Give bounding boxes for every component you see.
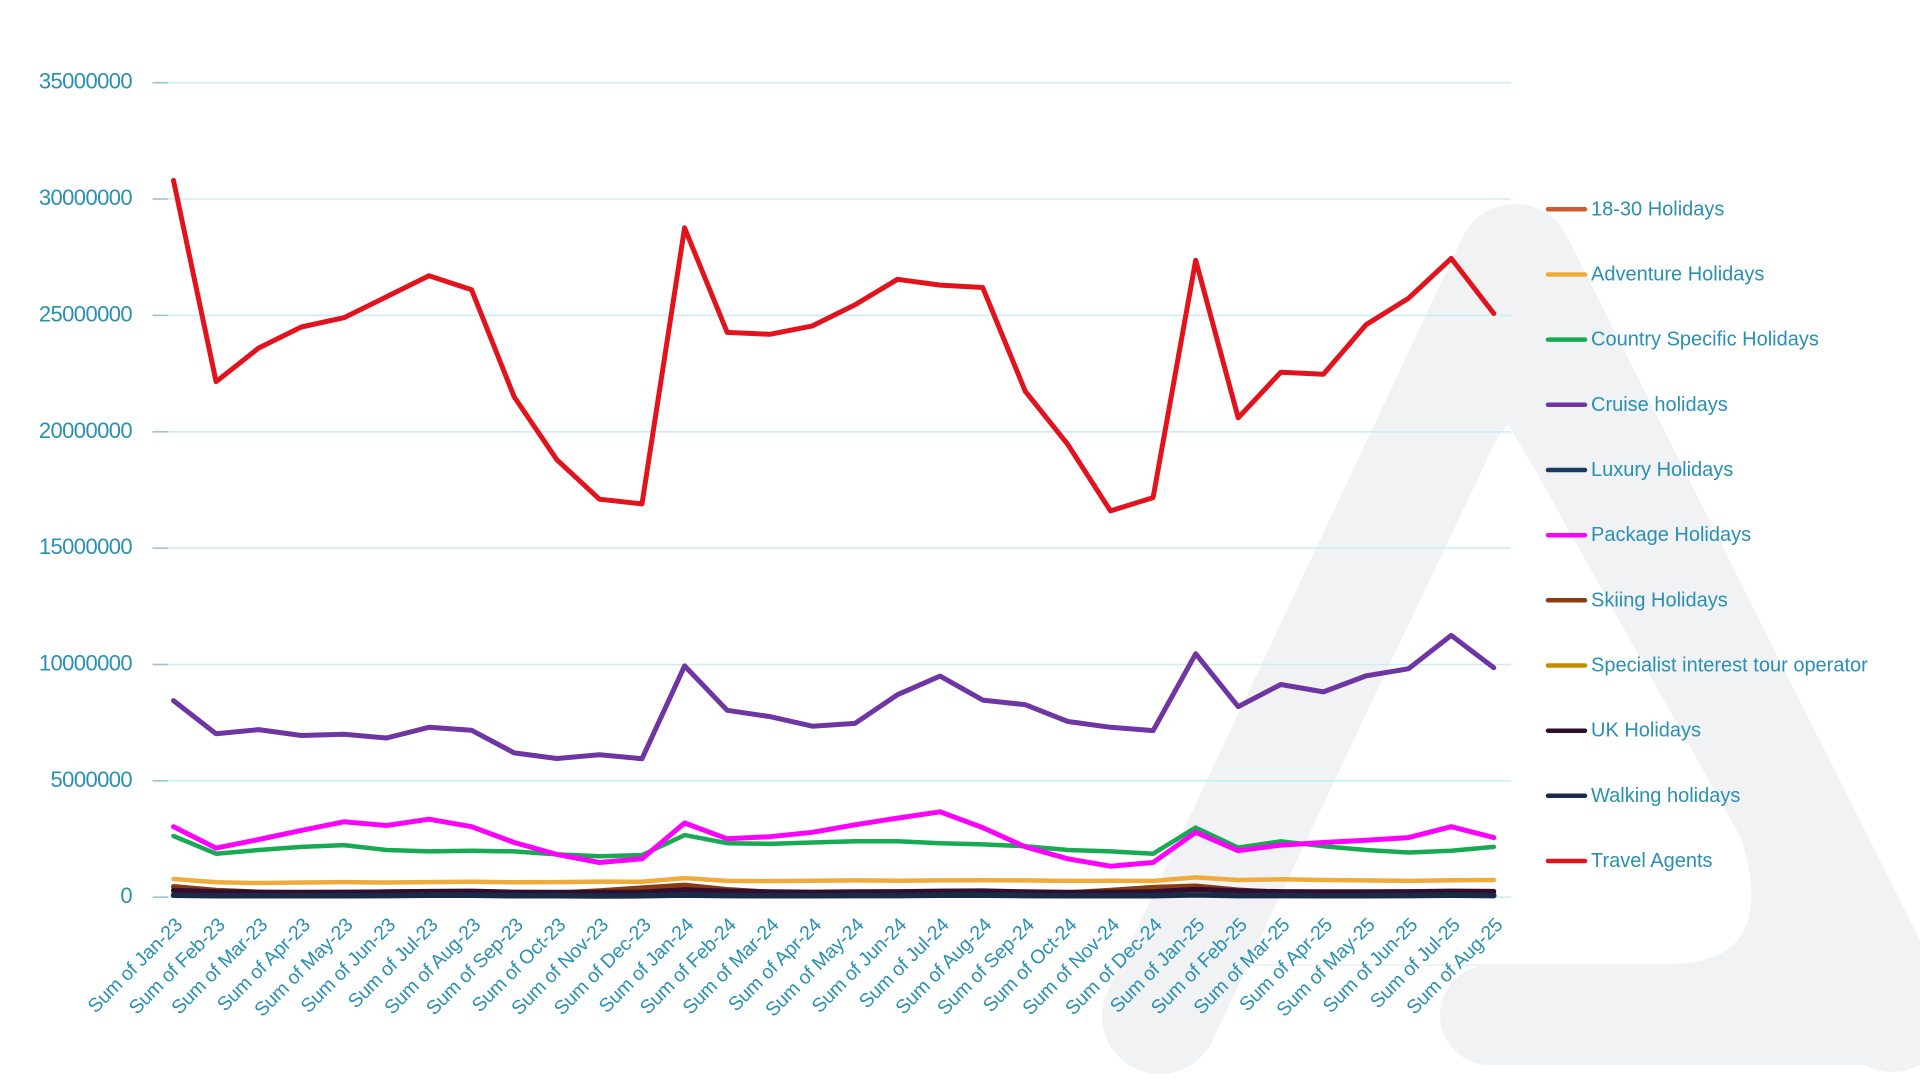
svg-text:0: 0 bbox=[120, 883, 132, 908]
svg-text:Specialist interest tour opera: Specialist interest tour operator bbox=[1591, 655, 1868, 677]
svg-text:35000000: 35000000 bbox=[39, 69, 132, 94]
svg-text:Cruise holidays: Cruise holidays bbox=[1591, 394, 1728, 416]
svg-text:Luxury Holidays: Luxury Holidays bbox=[1591, 459, 1733, 481]
svg-text:15000000: 15000000 bbox=[39, 534, 132, 559]
svg-text:5000000: 5000000 bbox=[51, 767, 133, 792]
svg-text:UK Holidays: UK Holidays bbox=[1591, 720, 1701, 742]
svg-text:10000000: 10000000 bbox=[39, 651, 132, 676]
svg-text:Country Specific Holidays: Country Specific Holidays bbox=[1591, 329, 1819, 351]
svg-text:20000000: 20000000 bbox=[39, 418, 132, 443]
svg-text:Adventure Holidays: Adventure Holidays bbox=[1591, 264, 1764, 286]
svg-text:Package Holidays: Package Holidays bbox=[1591, 524, 1751, 546]
svg-text:18-30 Holidays: 18-30 Holidays bbox=[1591, 198, 1724, 220]
svg-text:30000000: 30000000 bbox=[39, 185, 132, 210]
svg-text:Walking holidays: Walking holidays bbox=[1591, 785, 1740, 807]
svg-text:25000000: 25000000 bbox=[39, 301, 132, 326]
svg-text:Travel Agents: Travel Agents bbox=[1591, 850, 1713, 872]
svg-text:Skiing Holidays: Skiing Holidays bbox=[1591, 589, 1728, 611]
